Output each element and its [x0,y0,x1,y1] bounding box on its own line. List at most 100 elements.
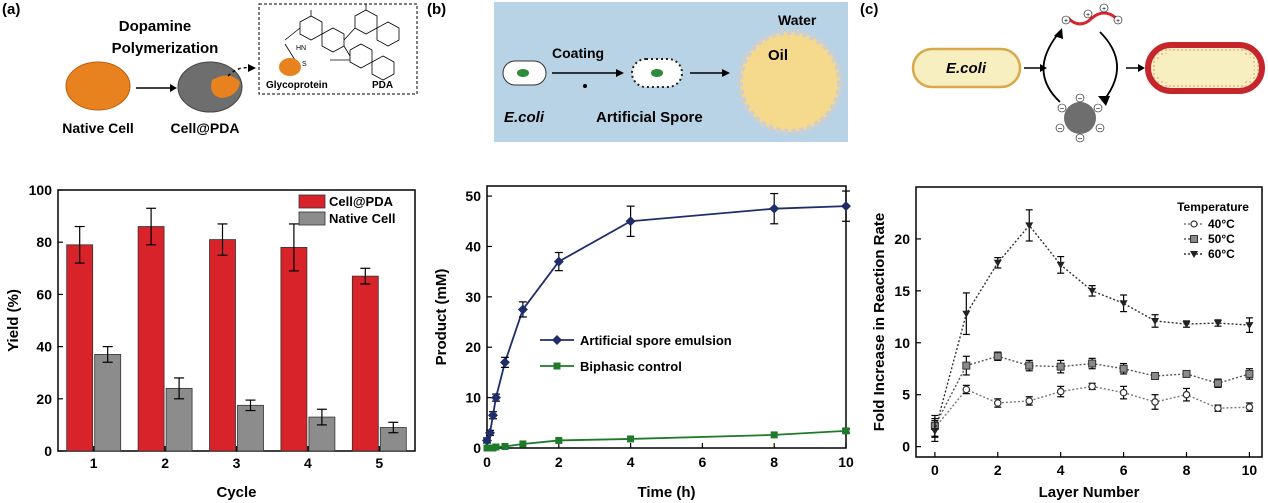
oil-droplet [737,29,843,135]
marker-spore [769,203,780,214]
y-tick-label-a: 60 [36,286,52,302]
cycle-arrow-right-head [1098,96,1110,106]
marker-control [555,436,563,444]
marker-60c [962,310,971,318]
marker-control [492,443,500,451]
marker-spore [482,435,492,446]
legend-swatch-a [298,211,326,226]
series-line-c-2 [934,224,1250,432]
panel-b-schematic: (b) Water Oil Coating E.coli Artificial … [427,1,848,142]
legend-label-c: 40°C [1208,217,1235,231]
y-tick-label-b: 20 [465,339,481,355]
y-tick-label-b: 10 [465,390,481,406]
legend-label-c: 50°C [1208,232,1235,246]
x-tick-label-c: 0 [931,462,939,478]
legend-marker-c [1190,220,1198,228]
marker-60c [930,428,939,436]
marker-40c [1056,387,1065,396]
x-tick-label-a: 1 [90,455,98,471]
cycle-arrow-left [1042,33,1061,103]
fold-increase-chart: 0 5 10 15 20 0 2 4 6 8 10 Temperature 40°C50°C60°C La… [871,186,1263,501]
marker-50c [1245,369,1254,378]
marker-40c [1025,397,1034,405]
marker-spore [499,357,510,368]
bar-cell-pda [209,239,236,452]
plot-frame-c [915,186,1263,458]
x-tick-label-b: 4 [627,454,635,470]
minus-6: − [1078,134,1083,143]
coating-arrow-head [616,69,624,77]
y-tick-label-c: 0 [902,439,910,455]
x-tick-label-c: 2 [994,462,1002,478]
bar-cell-pda [66,244,94,452]
cycle-arrow-right [1099,31,1118,101]
y-tick-label-b: 0 [473,440,481,456]
y-tick-label-c: 5 [902,387,910,403]
marker-spore [487,410,498,421]
zoom-arrow-head [248,64,256,72]
zoom-box [258,3,418,95]
cell-pda-shape [177,61,243,113]
marker-60c [1088,287,1097,295]
marker-50c [962,361,971,370]
marker-40c [993,399,1002,407]
y-tick-label-b: 30 [465,289,481,305]
emulsion-arrow-head [722,69,730,77]
marker-60c [1213,320,1222,328]
native-cell-label: Native Cell [62,120,134,136]
x-tick-label-c: 10 [1242,462,1258,478]
polyanion-particle [1064,102,1096,134]
water-label: Water [778,12,817,28]
x-tick-label-a: 5 [375,455,383,471]
plus-4: + [1116,18,1120,25]
y-tick-label-a: 40 [36,339,52,355]
marker-40c [1214,404,1222,412]
marker-40c [1151,398,1159,406]
oil-label: Oil [768,47,788,64]
series-line-c-0 [934,385,1250,429]
coated-ecoli-core [1156,53,1254,83]
y-tick-label-c: 20 [894,231,910,247]
marker-60c [1056,261,1065,269]
product-line-chart: 0 10 20 30 40 50 0 2 4 6 8 10 Artificial spore emuls… [433,185,854,501]
y-axis-title-a: Yield (%) [5,289,22,352]
plus-2: + [1086,12,1090,19]
plot-frame-b [486,185,847,449]
y-tick-label-c: 10 [894,335,910,351]
x-tick-label-b: 6 [699,454,707,470]
legend-marker-c [1190,251,1198,258]
legend-label-a: Cell@PDA [329,194,394,209]
y-axis-title-c: Fold Increase in Reaction Rate [871,213,888,431]
legend-label-a: Native Cell [329,211,395,226]
marker-spore [625,216,636,227]
polycation-chain [1066,11,1117,26]
x-tick-label-b: 2 [555,454,563,470]
x-tick-label-b: 10 [838,454,854,470]
glycoprotein-shape [279,58,301,76]
panel-a-label: (a) [2,1,20,18]
y-tick-label-b: 50 [465,188,481,204]
y-tick-label-a: 0 [44,443,52,459]
marker-50c [1213,379,1222,388]
ecoli-cell-c [911,47,1022,89]
legend-marker-b [553,362,561,370]
marker-60c [1025,222,1034,230]
marker-40c [1182,390,1191,399]
plus-3: + [1102,6,1106,13]
yield-bar-chart: 0 20 40 60 80 100 1 2 3 4 5 Cell@PDA Native Cell Cycl… [5,182,416,501]
marker-60c [1245,322,1254,330]
marker-40c [1245,403,1254,411]
x-axis-title-b: Time (h) [637,484,695,501]
panel-c-label: (c) [860,1,878,18]
marker-40c [1119,388,1128,397]
zoom-arrow [227,66,251,77]
artificial-spore-label: Artificial Spore [596,109,703,126]
arrow-c-2-head [1138,64,1145,72]
marker-40c [1088,382,1096,391]
marker-50c [1151,372,1160,380]
x-tick-label-c: 6 [1120,462,1128,478]
ecoli-label-c: E.coli [946,60,987,77]
coating-label: Coating [552,45,604,61]
y-tick-label-b: 40 [465,238,481,254]
bar-cell-pda [280,247,308,452]
